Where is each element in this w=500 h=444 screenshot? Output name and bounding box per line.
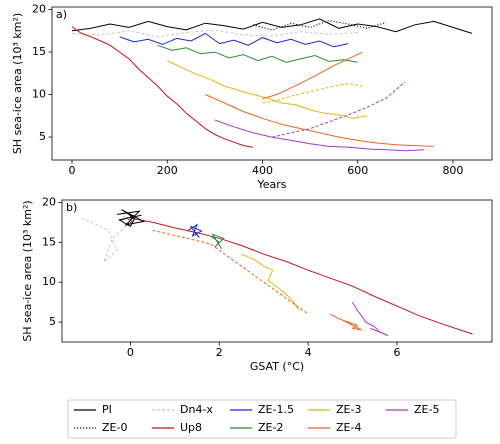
axes-frame xyxy=(51,6,493,161)
plot-area xyxy=(71,18,473,152)
axes-frame xyxy=(61,199,493,343)
series-line xyxy=(262,82,363,104)
series-line xyxy=(241,253,300,311)
y-tick-label: 10 xyxy=(32,88,46,101)
x-tick-label: 0 xyxy=(69,164,76,177)
legend-label: ZE-0 xyxy=(102,421,127,434)
y-axis-label: SH sea-ice area (10³ km²) xyxy=(11,13,24,154)
series-line xyxy=(262,51,363,100)
x-tick-label: 4 xyxy=(305,346,312,359)
legend-label: ZE-1.5 xyxy=(258,403,294,416)
series-line xyxy=(252,20,387,31)
x-tick-label: 200 xyxy=(157,164,178,177)
y-tick-label: 20 xyxy=(42,195,56,208)
series-line xyxy=(121,214,137,226)
legend-label: ZE-2 xyxy=(258,421,283,434)
series-line xyxy=(71,29,358,38)
x-axis-label: GSAT (°C) xyxy=(250,360,304,373)
x-tick-label: 6 xyxy=(393,346,400,359)
series-line xyxy=(352,301,389,337)
series-line xyxy=(214,119,425,152)
x-tick-label: 400 xyxy=(252,164,273,177)
series-line xyxy=(330,313,362,331)
series-line xyxy=(205,94,434,147)
series-line xyxy=(119,32,349,48)
y-axis-label: SH sea-ice area (10³ km²) xyxy=(21,200,34,341)
legend-label: Dn4-x xyxy=(180,403,213,416)
y-tick-label: 5 xyxy=(39,130,46,143)
x-tick-label: 2 xyxy=(216,346,223,359)
legend-label: Up8 xyxy=(180,421,202,434)
y-tick-label: 10 xyxy=(42,275,56,288)
x-tick-label: 600 xyxy=(347,164,368,177)
series-line xyxy=(187,223,203,238)
x-tick-label: 0 xyxy=(127,346,134,359)
y-tick-label: 15 xyxy=(32,45,46,58)
series-line xyxy=(157,44,358,63)
panel-label: a) xyxy=(56,8,67,21)
legend-label: PI xyxy=(102,403,112,416)
legend-label: ZE-3 xyxy=(336,403,361,416)
series-line xyxy=(130,217,473,335)
legend-label: ZE-4 xyxy=(336,421,361,434)
series-line xyxy=(152,229,309,315)
y-tick-label: 15 xyxy=(42,235,56,248)
x-axis-label: Years xyxy=(256,178,286,191)
series-line xyxy=(71,18,473,34)
y-tick-label: 20 xyxy=(32,3,46,16)
series-line xyxy=(271,81,406,138)
series-line xyxy=(166,60,368,119)
x-tick-label: 800 xyxy=(442,164,463,177)
plot-area xyxy=(81,209,473,337)
series-line xyxy=(210,233,225,249)
series-line xyxy=(117,209,146,227)
y-tick-label: 5 xyxy=(49,315,56,328)
series-line xyxy=(81,217,131,263)
legend-label: ZE-5 xyxy=(414,403,439,416)
panel-label: b) xyxy=(66,201,77,214)
series-line xyxy=(71,26,254,148)
